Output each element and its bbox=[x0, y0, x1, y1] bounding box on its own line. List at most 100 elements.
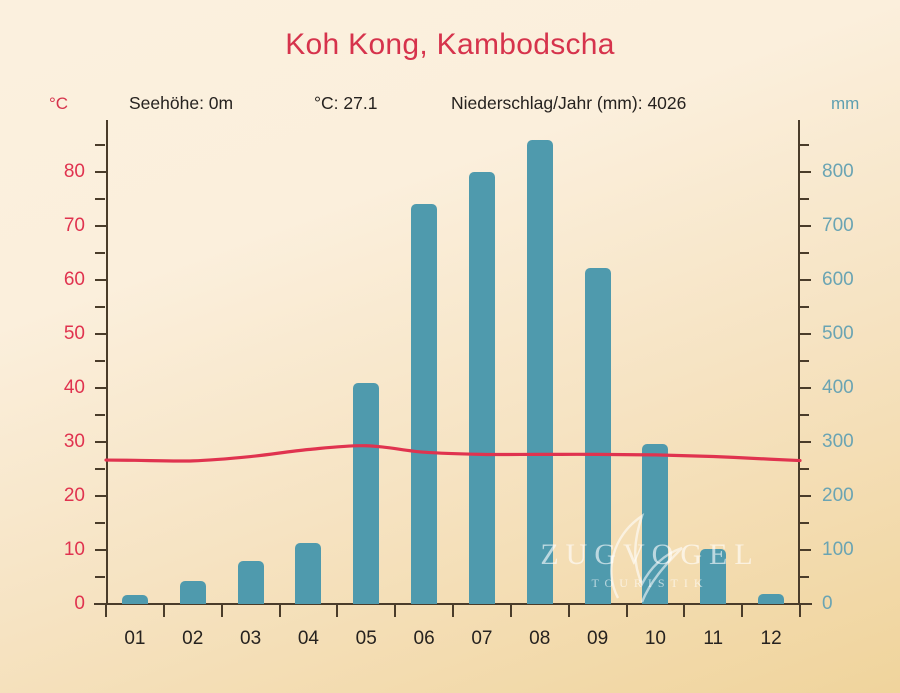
y-axis-right-line bbox=[798, 120, 800, 604]
x-axis-tick bbox=[394, 604, 397, 617]
y-axis-left-tick-label: 20 bbox=[63, 484, 85, 506]
left-axis-unit-label: °C bbox=[49, 94, 69, 113]
x-axis-month-label: 04 bbox=[297, 628, 319, 649]
x-axis-month-label: 06 bbox=[413, 628, 435, 649]
y-axis-right-tick-label: 200 bbox=[822, 484, 854, 506]
y-axis-left-tick bbox=[95, 170, 107, 173]
temperature-line-path bbox=[104, 444, 802, 463]
y-axis-left-tick bbox=[95, 224, 107, 227]
y-axis-left-tick bbox=[95, 278, 107, 281]
y-axis-left-tick-label: 0 bbox=[74, 593, 85, 614]
y-axis-left-tick bbox=[95, 305, 105, 308]
y-axis-left-tick-label: 70 bbox=[63, 214, 85, 236]
y-axis-left-tick bbox=[95, 575, 105, 578]
precipitation-bar bbox=[526, 139, 553, 604]
y-axis-right-tick bbox=[799, 143, 809, 146]
y-axis-left-tick-label: 30 bbox=[63, 430, 85, 452]
y-axis-right-tick bbox=[799, 197, 809, 200]
x-axis-tick bbox=[799, 604, 801, 617]
y-axis-right-tick bbox=[799, 440, 811, 443]
y-axis-right-tick bbox=[799, 332, 811, 335]
y-axis-left-tick bbox=[95, 548, 107, 551]
y-axis-right-tick bbox=[799, 224, 811, 227]
page-title: Koh Kong, Kambodscha bbox=[285, 28, 615, 61]
y-axis-right-tick bbox=[799, 413, 809, 416]
x-axis-month-label: 03 bbox=[240, 628, 262, 649]
y-axis-right-tick bbox=[799, 494, 811, 497]
x-axis-month-label: 07 bbox=[471, 628, 493, 649]
precipitation-bar bbox=[700, 548, 727, 604]
y-axis-left-tick-label: 50 bbox=[63, 322, 85, 344]
precipitation-bar bbox=[295, 542, 322, 604]
y-axis-right-tick-label: 500 bbox=[822, 322, 854, 344]
x-axis-month-label: 01 bbox=[124, 628, 146, 649]
y-axis-left-tick bbox=[95, 494, 107, 497]
y-axis-right-tick bbox=[799, 575, 809, 578]
x-axis-month-label: 02 bbox=[182, 628, 204, 649]
x-axis-tick bbox=[683, 604, 686, 617]
y-axis-right-tick-label: 700 bbox=[822, 214, 854, 236]
y-axis-right-tick-label: 800 bbox=[822, 160, 854, 182]
stat-mean-temperature: °C: 27.1 bbox=[314, 93, 378, 113]
y-axis-right-tick-label: 400 bbox=[822, 376, 854, 398]
y-axis-right-tick-label: 300 bbox=[822, 430, 854, 452]
y-axis-right-tick-label: 0 bbox=[822, 593, 833, 614]
precipitation-bar bbox=[353, 382, 380, 604]
y-axis-right-tick bbox=[799, 386, 811, 389]
y-axis-left-tick bbox=[95, 413, 105, 416]
x-axis-month-label: 08 bbox=[529, 628, 551, 649]
x-axis-tick bbox=[220, 604, 223, 617]
x-axis-tick bbox=[509, 604, 512, 617]
x-axis-month-label: 11 bbox=[703, 628, 724, 649]
y-axis-left-tick bbox=[95, 332, 107, 335]
precipitation-bar bbox=[237, 560, 264, 604]
y-axis-left-tick bbox=[95, 143, 105, 146]
y-axis-right-tick bbox=[799, 548, 811, 551]
y-axis-right-tick bbox=[799, 278, 811, 281]
y-axis-right-tick-label: 100 bbox=[822, 538, 854, 560]
y-axis-right-tick bbox=[799, 305, 809, 308]
temperature-line-chart bbox=[104, 444, 802, 463]
plot-area: 0 10 20 30 40 50 60 70 80 0 100 200 300 400 500 600 700… bbox=[64, 120, 854, 649]
stats-row: Seehöhe: 0m °C: 27.1 Niederschlag/Jahr (… bbox=[106, 93, 800, 117]
y-axis-left-tick-label: 40 bbox=[63, 376, 85, 398]
precipitation-bar bbox=[411, 204, 438, 604]
y-axis-left-tick bbox=[95, 359, 105, 362]
precipitation-bar bbox=[584, 268, 611, 604]
x-axis-tick bbox=[741, 604, 744, 617]
y-axis-right-tick bbox=[799, 170, 811, 173]
stat-annual-precipitation: Niederschlag/Jahr (mm): 4026 bbox=[451, 93, 687, 113]
y-axis-left-tick bbox=[95, 386, 107, 389]
y-axis-left-tick-label: 80 bbox=[63, 160, 85, 182]
right-axis-unit-label: mm bbox=[831, 94, 860, 113]
x-axis-tick bbox=[625, 604, 628, 617]
x-axis-tick bbox=[162, 604, 165, 617]
y-axis-left-tick bbox=[95, 467, 105, 470]
y-axis-left-tick bbox=[95, 521, 105, 524]
y-axis-left-tick bbox=[95, 251, 105, 254]
y-axis-left-line bbox=[106, 120, 108, 604]
y-axis-left-tick bbox=[95, 440, 107, 443]
precipitation-bar bbox=[121, 594, 148, 604]
y-axis-left-tick bbox=[95, 603, 107, 605]
x-axis-tick bbox=[567, 604, 570, 617]
precipitation-bar bbox=[468, 171, 495, 604]
y-axis-left-tick-label: 60 bbox=[63, 268, 85, 290]
y-axis-left-tick-label: 10 bbox=[63, 538, 85, 560]
y-axis-right-tick bbox=[799, 521, 809, 524]
x-axis-tick bbox=[452, 604, 454, 617]
y-axis-right-tick bbox=[799, 359, 809, 362]
x-axis-tick bbox=[105, 604, 107, 617]
y-axis-right-tick bbox=[799, 251, 809, 254]
y-axis-left-tick bbox=[95, 197, 105, 200]
x-axis-month-label: 12 bbox=[760, 628, 782, 649]
y-axis-right-tick bbox=[799, 603, 811, 605]
x-axis-month-label: 09 bbox=[587, 628, 609, 649]
x-axis-month-label: 10 bbox=[644, 628, 666, 649]
stat-elevation: Seehöhe: 0m bbox=[129, 93, 234, 113]
x-axis-tick bbox=[336, 604, 339, 617]
y-axis-right-tick bbox=[799, 467, 809, 470]
precipitation-bar bbox=[179, 581, 206, 604]
x-axis-tick bbox=[278, 604, 281, 617]
